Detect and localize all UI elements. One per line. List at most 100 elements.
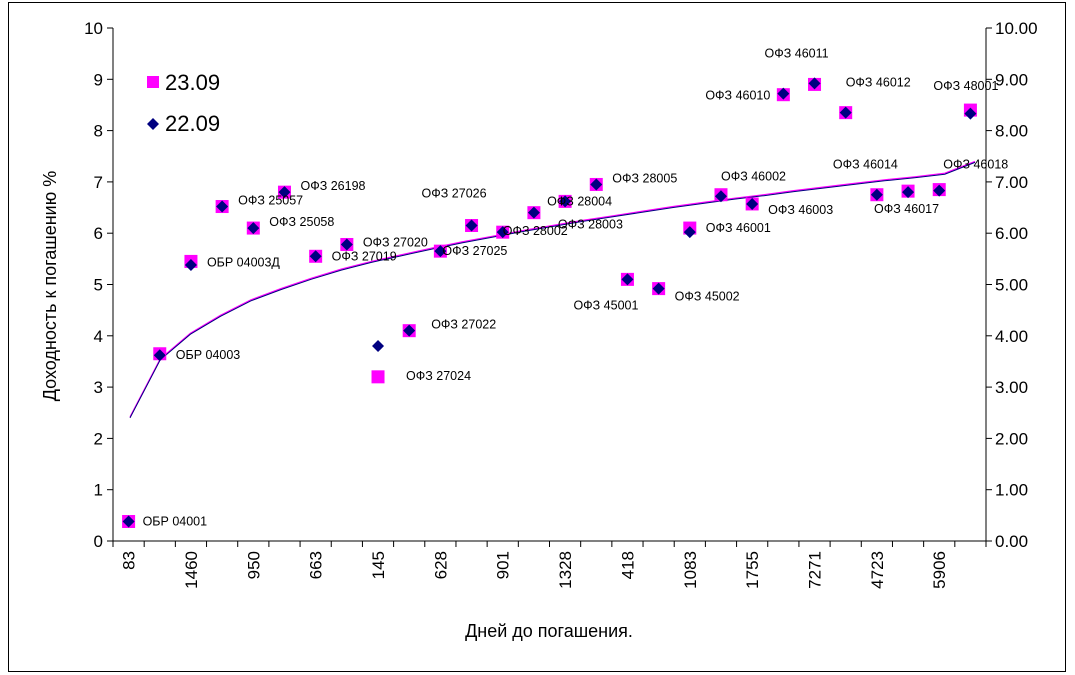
point-series-2 (247, 222, 260, 235)
point-label: ОФЗ 46014 (833, 158, 898, 172)
point-label: ОФЗ 28004 (547, 194, 612, 208)
point-label: ОФЗ 27019 (332, 249, 397, 263)
data-points (122, 77, 977, 529)
x-tick-label: 145 (369, 551, 388, 579)
point-label: ОФЗ 27024 (406, 369, 471, 383)
point-label: ОФЗ 46017 (874, 202, 939, 216)
point-series-2 (216, 200, 229, 213)
point-series-2 (933, 184, 946, 197)
x-tick-label: 4723 (868, 551, 887, 589)
x-tick-label: 663 (307, 551, 326, 579)
point-label: ОФЗ 27020 (363, 235, 428, 249)
point-series-2 (309, 250, 322, 263)
x-tick-label: 5906 (930, 551, 949, 589)
y-tick-label-left: 9 (94, 70, 103, 89)
point-series-2 (839, 106, 852, 119)
x-tick-label: 901 (494, 551, 513, 579)
legend-marker-series-1 (147, 76, 159, 88)
point-series-2 (340, 238, 353, 251)
point-series-2 (403, 324, 416, 337)
point-series-2 (652, 282, 665, 295)
point-series-2 (590, 178, 603, 191)
y-tick-label-left: 5 (94, 276, 103, 295)
point-label: ОФЗ 45001 (573, 298, 638, 312)
point-series-2 (746, 197, 759, 210)
y-tick-label-right: 4.00 (995, 327, 1028, 346)
x-tick-label: 83 (120, 551, 139, 570)
point-series-2 (808, 77, 821, 90)
y-tick-label-right: 0.00 (995, 532, 1028, 551)
point-label: ОФЗ 46003 (768, 203, 833, 217)
y-tick-label-left: 7 (94, 173, 103, 192)
point-series-2 (559, 195, 572, 208)
y-tick-label-left: 6 (94, 224, 103, 243)
legend-label-series-1: 23.09 (165, 70, 220, 95)
x-tick-label: 1083 (681, 551, 700, 589)
x-tick-label: 1755 (743, 551, 762, 589)
y-tick-label-right: 9.00 (995, 70, 1028, 89)
y-tick-label-left: 8 (94, 122, 103, 141)
point-label: ОФЗ 46011 (765, 46, 829, 60)
trend-line-series-1 (129, 160, 976, 418)
point-series-2 (372, 340, 385, 353)
y-tick-label-right: 7.00 (995, 173, 1028, 192)
point-series-2 (777, 87, 790, 100)
point-label: ОФЗ 27026 (422, 187, 487, 201)
point-series-2 (683, 226, 696, 239)
point-label: ОФЗ 45002 (675, 290, 740, 304)
y-tick-label-right: 2.00 (995, 429, 1028, 448)
point-label: ОБР 04003 (176, 348, 241, 362)
point-series-2 (153, 349, 166, 362)
x-tick-label: 1460 (182, 551, 201, 589)
point-series-2 (496, 226, 509, 239)
y-axis-title: Доходность к погашению % (40, 171, 60, 401)
y-tick-label-right: 8.00 (995, 122, 1028, 141)
y-tick-label-right: 10.00 (995, 19, 1038, 38)
point-series-2 (964, 107, 977, 120)
point-label: ОФЗ 46012 (846, 76, 911, 90)
point-series-2 (184, 259, 197, 272)
y-tick-label-left: 0 (94, 532, 103, 551)
chart-frame (8, 2, 1066, 672)
y-tick-label-right: 1.00 (995, 481, 1028, 500)
point-series-2 (902, 186, 915, 199)
point-series-2 (434, 245, 447, 258)
point-series-2 (465, 219, 478, 232)
y-tick-label-right: 5.00 (995, 276, 1028, 295)
point-label: ОФЗ 48001 (933, 79, 998, 93)
point-label: ОФЗ 27025 (442, 244, 507, 258)
point-series-2 (714, 190, 727, 203)
point-series-2 (122, 515, 135, 528)
point-series-2 (527, 206, 540, 219)
legend-label-series-2: 22.09 (165, 111, 220, 136)
y-tick-label-left: 1 (94, 481, 103, 500)
trend-line (129, 160, 976, 419)
point-series-2 (870, 188, 883, 201)
point-label: ОБР 04003Д (207, 255, 280, 269)
x-axis-title: Дней до погашения. (465, 621, 633, 641)
axes: 0 1 2 3 4 5 6 7 8 9 10 0.00 1.00 2.00 3.00 4.00 5.00 6.00… (84, 19, 1037, 589)
x-tick-label: 7271 (806, 551, 825, 589)
legend-marker-series-2 (147, 118, 159, 130)
point-series-2 (621, 273, 634, 286)
y-tick-label-right: 6.00 (995, 224, 1028, 243)
point-label: ОФЗ 46018 (943, 158, 1008, 172)
legend: 23.09 22.09 (147, 70, 220, 136)
point-label: ОФЗ 46010 (705, 89, 770, 103)
point-label: ОФЗ 46001 (706, 221, 771, 235)
y-tick-label-left: 3 (94, 378, 103, 397)
point-label: ОФЗ 25058 (269, 215, 334, 229)
point-label: ОФЗ 28005 (612, 171, 677, 185)
x-tick-label: 1328 (556, 551, 575, 589)
point-series-1 (371, 370, 385, 384)
point-label: ОФЗ 27022 (431, 318, 496, 332)
x-tick-label: 628 (431, 551, 450, 579)
point-label: ОФЗ 28002 (503, 224, 568, 238)
x-tick-label: 418 (618, 551, 637, 579)
y-tick-label-left: 4 (94, 327, 103, 346)
y-tick-label-left: 10 (84, 19, 103, 38)
point-label: ОБР 04001 (143, 515, 208, 529)
y-tick-label-left: 2 (94, 429, 103, 448)
